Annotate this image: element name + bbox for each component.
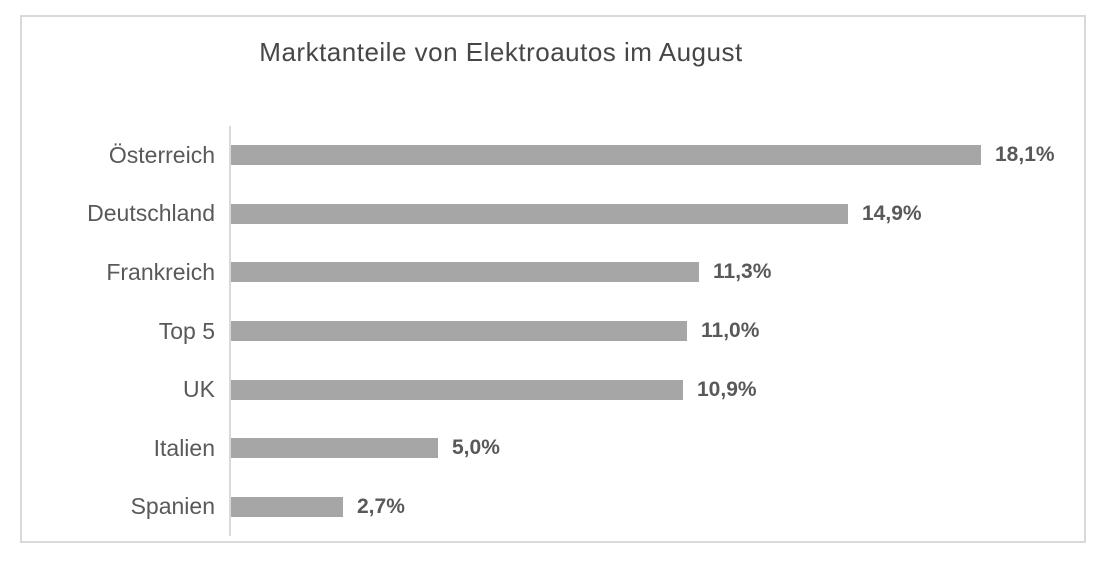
bar [231, 379, 683, 400]
bar-track: 18,1% [229, 126, 1084, 185]
bar [231, 496, 343, 517]
bar-row: Frankreich 11,3% [22, 243, 1084, 302]
bar [231, 262, 699, 283]
bar-row: Spanien 2,7% [22, 477, 1084, 537]
category-label: Spanien [130, 493, 215, 520]
category-label: Deutschland [87, 200, 215, 227]
bar-track: 11,0% [229, 301, 1084, 361]
bar [231, 145, 981, 166]
bar-row: Top 5 11,0% [22, 301, 1084, 361]
bar-track: 11,3% [229, 243, 1084, 302]
value-label: 11,3% [713, 260, 772, 284]
bar-row: Österreich 18,1% [22, 126, 1084, 185]
chart-title: Marktanteile von Elektroautos im August [259, 37, 743, 67]
value-label: 2,7% [357, 494, 405, 518]
value-label: 11,0% [701, 319, 760, 343]
plot-area: Österreich 18,1% Deutschland 14,9% Frankreic… [22, 126, 1084, 537]
bar-row: Italien 5,0% [22, 418, 1084, 478]
category-label: Österreich [108, 141, 215, 168]
chart-frame: Marktanteile von Elektroautos im August … [20, 15, 1086, 543]
bar [231, 438, 438, 459]
bar-track: 5,0% [229, 418, 1084, 478]
bar [231, 321, 687, 342]
value-label: 18,1% [995, 143, 1055, 167]
bar-track: 14,9% [229, 184, 1084, 244]
bar-row: Deutschland 14,9% [22, 184, 1084, 244]
category-label: Frankreich [106, 258, 215, 285]
value-label: 10,9% [697, 377, 757, 401]
value-label: 14,9% [862, 201, 922, 225]
bar-row: UK 10,9% [22, 360, 1084, 419]
category-label: UK [183, 376, 215, 403]
bar-track: 2,7% [229, 477, 1084, 537]
category-label: Italien [153, 434, 215, 461]
bar [231, 203, 848, 224]
value-label: 5,0% [452, 436, 500, 460]
bar-track: 10,9% [229, 360, 1084, 419]
category-label: Top 5 [158, 317, 215, 344]
